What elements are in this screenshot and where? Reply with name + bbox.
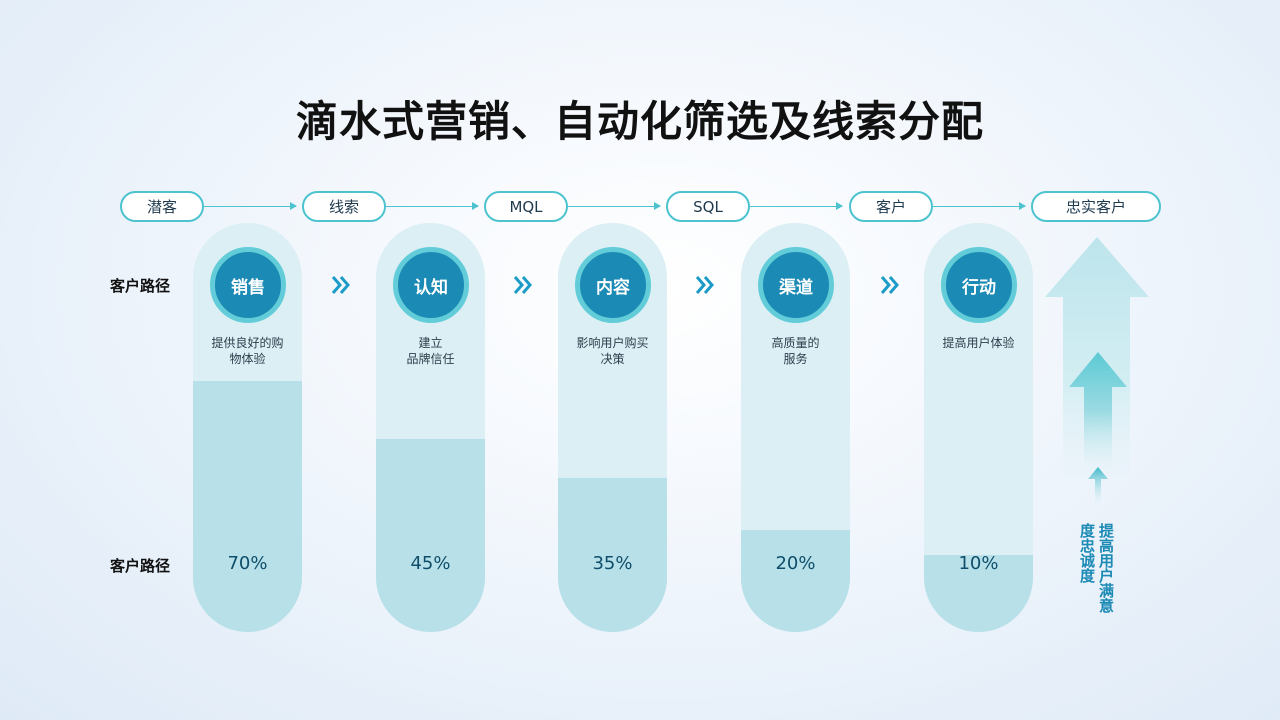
circle-label: 销售: [231, 277, 265, 298]
row-label-bottom: 客户路径: [110, 557, 171, 575]
column-description: 建立 品牌信任: [382, 335, 479, 367]
circle-label: 认知: [414, 277, 448, 298]
double-chevron-right-icon: [513, 276, 532, 294]
desc-line: 建立: [418, 336, 443, 350]
stage-customer: 客户: [849, 191, 933, 222]
circle-label: 渠道: [779, 277, 813, 298]
percent-value: 45%: [410, 553, 451, 574]
column-description: 高质量的 服务: [747, 335, 844, 367]
circle-label: 行动: [962, 277, 996, 298]
funnel-column-channel: 渠道 高质量的服务 20%: [741, 223, 850, 632]
column-description: 提供良好的购 物体验: [199, 335, 296, 367]
arrow-right-icon: [568, 202, 661, 210]
desc-line: 高质量的: [771, 336, 820, 350]
desc-line: 提高用户体验: [942, 336, 1015, 350]
double-chevron-right-icon: [880, 276, 899, 294]
loyalty-note: 提高用户满意度忠诚度: [1078, 523, 1115, 613]
arrow-right-icon: [386, 202, 479, 210]
arrow-up-icon: [1069, 352, 1127, 472]
percent-value: 35%: [592, 553, 633, 574]
desc-line: 决策: [600, 352, 625, 366]
percent-value: 20%: [775, 553, 816, 574]
column-fill: [924, 555, 1033, 632]
stage-mql: MQL: [484, 191, 568, 222]
percent-value: 70%: [227, 553, 268, 574]
desc-line: 物体验: [229, 352, 266, 366]
stage-circle: 销售: [210, 247, 286, 323]
stage-sql: SQL: [666, 191, 750, 222]
arrow-right-icon: [204, 202, 297, 210]
desc-line: 提供良好的购: [211, 336, 284, 350]
stage-circle: 内容: [575, 247, 651, 323]
desc-line: 影响用户购买: [576, 336, 649, 350]
double-chevron-right-icon: [695, 276, 714, 294]
circle-label: 内容: [596, 277, 630, 298]
column-fill: [558, 478, 667, 632]
stage-loyal-customer: 忠实客户: [1031, 191, 1161, 222]
stage-lead: 线索: [302, 191, 386, 222]
column-fill: [741, 530, 850, 632]
arrow-up-icon: [1088, 467, 1108, 507]
column-fill: [376, 439, 485, 632]
page-title: 滴水式营销、自动化筛选及线索分配: [295, 97, 984, 146]
funnel-column-sales: 销售 提供良好的购 物体验 70%: [193, 223, 302, 632]
column-fill: [193, 381, 302, 632]
stage-circle: 渠道: [758, 247, 834, 323]
arrow-right-icon: [933, 202, 1026, 210]
arrow-right-icon: [750, 202, 843, 210]
funnel-column-awareness: 认知 建立品牌信任 45%: [376, 223, 485, 632]
funnel-column-content: 内容 影响用户购买 决策 35%: [558, 223, 667, 632]
percent-value: 10%: [958, 553, 999, 574]
desc-line: 服务: [783, 352, 808, 366]
row-label-top: 客户路径: [110, 277, 171, 295]
stage-circle: 认知: [393, 247, 469, 323]
stage-circle: 行动: [941, 247, 1017, 323]
stage-prospect: 潜客: [120, 191, 204, 222]
column-description: 提高用户体验: [930, 335, 1027, 351]
desc-line: 品牌信任: [406, 352, 455, 366]
funnel-column-action: 行动 提高用户体验 10%: [924, 223, 1033, 632]
column-description: 影响用户购买 决策: [564, 335, 661, 367]
double-chevron-right-icon: [331, 276, 350, 294]
